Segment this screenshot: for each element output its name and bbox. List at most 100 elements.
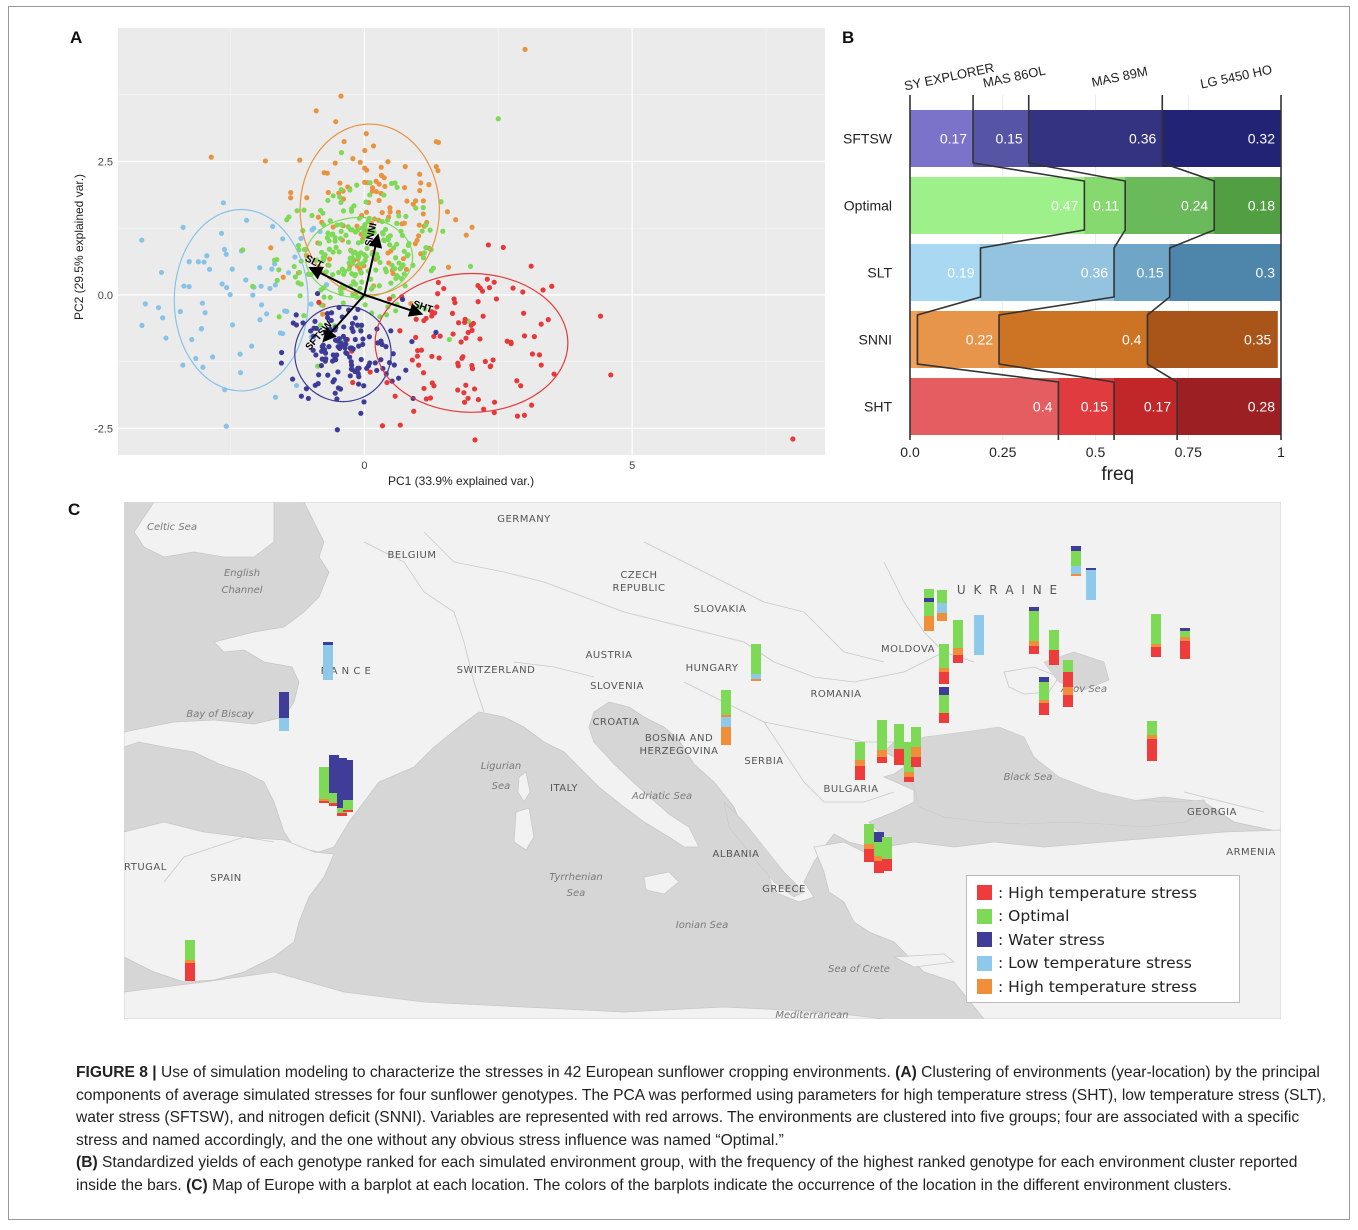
map-sea-label: Black Sea: [1004, 772, 1053, 783]
pca-point: [317, 228, 323, 235]
legend-item: : High temperature stress: [977, 975, 1229, 999]
pca-point: [453, 217, 459, 223]
pca-point: [352, 336, 358, 343]
pca-point: [385, 304, 391, 310]
map-sea-label: Celtic Sea: [147, 522, 197, 533]
freq-segment: [910, 110, 974, 167]
map-sea-label: Sea: [492, 781, 511, 792]
pca-point: [227, 292, 233, 298]
pca-point: [416, 362, 422, 368]
pca-point: [365, 218, 371, 224]
europe-map: GERMANY BELGIUM CZECH REPUBLIC SLOVAKIA U K R…: [124, 502, 1281, 1019]
country-borders: [163, 531, 1265, 883]
pca-point: [433, 164, 439, 170]
pca-point: [347, 354, 353, 360]
pca-point: [338, 93, 344, 99]
pca-point: [322, 350, 329, 356]
pca-point: [400, 256, 407, 262]
freq-segment: [1214, 177, 1282, 234]
pca-point: [354, 369, 360, 375]
pca-point: [420, 205, 426, 211]
location-barplot: [939, 687, 949, 723]
pca-point: [445, 264, 452, 270]
barplot-segment: [874, 861, 884, 873]
barplot-segment: [1071, 551, 1081, 566]
pca-arrow-slt: [308, 266, 365, 296]
pca-point: [396, 213, 402, 219]
barplot-segment: [279, 692, 289, 718]
pca-point: [272, 282, 278, 288]
pca-point: [480, 313, 486, 319]
pca-point: [404, 198, 410, 204]
location-barplot: [1071, 546, 1081, 576]
pca-point: [358, 410, 364, 416]
barplot-segment: [279, 718, 289, 731]
pca-point: [314, 257, 320, 263]
pca-point: [318, 362, 325, 369]
freq-segment-label: 0.32: [1248, 131, 1275, 147]
pca-point: [326, 262, 332, 268]
pca-point: [257, 265, 263, 271]
map-country-label: F A N C E: [321, 666, 372, 677]
pca-point: [429, 353, 435, 360]
freq-segment: [1125, 177, 1215, 234]
freq-row-label: SFTSW: [843, 131, 893, 147]
pca-point: [403, 266, 410, 273]
pca-point: [528, 263, 534, 269]
pca-point: [335, 344, 341, 350]
pca-point: [338, 235, 344, 242]
pca-point: [350, 156, 356, 162]
pca-point: [325, 189, 331, 196]
pca-point: [361, 399, 367, 405]
pca-point: [368, 276, 374, 282]
caption-ref-a: (A): [895, 1064, 917, 1081]
pca-point: [384, 217, 391, 223]
map-country-label: GERMANY: [497, 514, 551, 525]
freq-segment: [1058, 378, 1115, 435]
map-sea-label: Channel: [221, 585, 262, 596]
freq-segment-label: 0.4: [1122, 332, 1142, 348]
pca-point: [471, 386, 478, 392]
pca-point: [437, 333, 443, 339]
pca-point: [419, 228, 425, 234]
pca-point: [388, 280, 394, 286]
pca-point: [356, 215, 362, 221]
legend-swatch: [977, 932, 992, 948]
map-country-label: REPUBLIC: [613, 583, 666, 594]
map-country-label: AUSTRIA: [586, 650, 633, 661]
barplot-segment: [1151, 614, 1161, 644]
legend-label: : Low temperature stress: [998, 954, 1192, 973]
location-barplot: [937, 590, 947, 621]
pca-point: [418, 180, 424, 186]
barplot-segment: [1071, 546, 1081, 551]
pca-point: [399, 232, 406, 238]
pca-point: [286, 214, 292, 220]
pca-point: [514, 413, 521, 419]
pca-point: [323, 269, 329, 275]
pca-point: [413, 334, 419, 340]
pca-point: [358, 250, 364, 256]
pca-point: [461, 399, 468, 405]
pca-point: [379, 341, 385, 347]
barplot-segment: [894, 759, 904, 765]
barplot-segment: [1039, 677, 1049, 682]
pca-point: [401, 185, 408, 191]
map-country-label: HUNGARY: [686, 663, 739, 674]
pca-point: [318, 287, 324, 293]
barplot-segment: [329, 793, 339, 803]
freq-row-label: SHT: [864, 399, 892, 415]
pca-point: [293, 322, 300, 328]
pca-point: [357, 159, 363, 165]
pca-point: [481, 406, 487, 412]
map-country-label: SERBIA: [744, 756, 783, 767]
barplot-segment: [1086, 570, 1096, 600]
pca-point: [416, 222, 422, 228]
pca-point: [334, 427, 340, 433]
barplot-segment: [877, 757, 887, 763]
pca-point: [385, 159, 391, 165]
pca-point: [345, 239, 352, 245]
legend-label: : Optimal: [998, 907, 1070, 926]
pca-point: [367, 369, 373, 375]
map-sea-label: Sea: [567, 888, 586, 899]
barplot-segment: [1180, 628, 1190, 631]
